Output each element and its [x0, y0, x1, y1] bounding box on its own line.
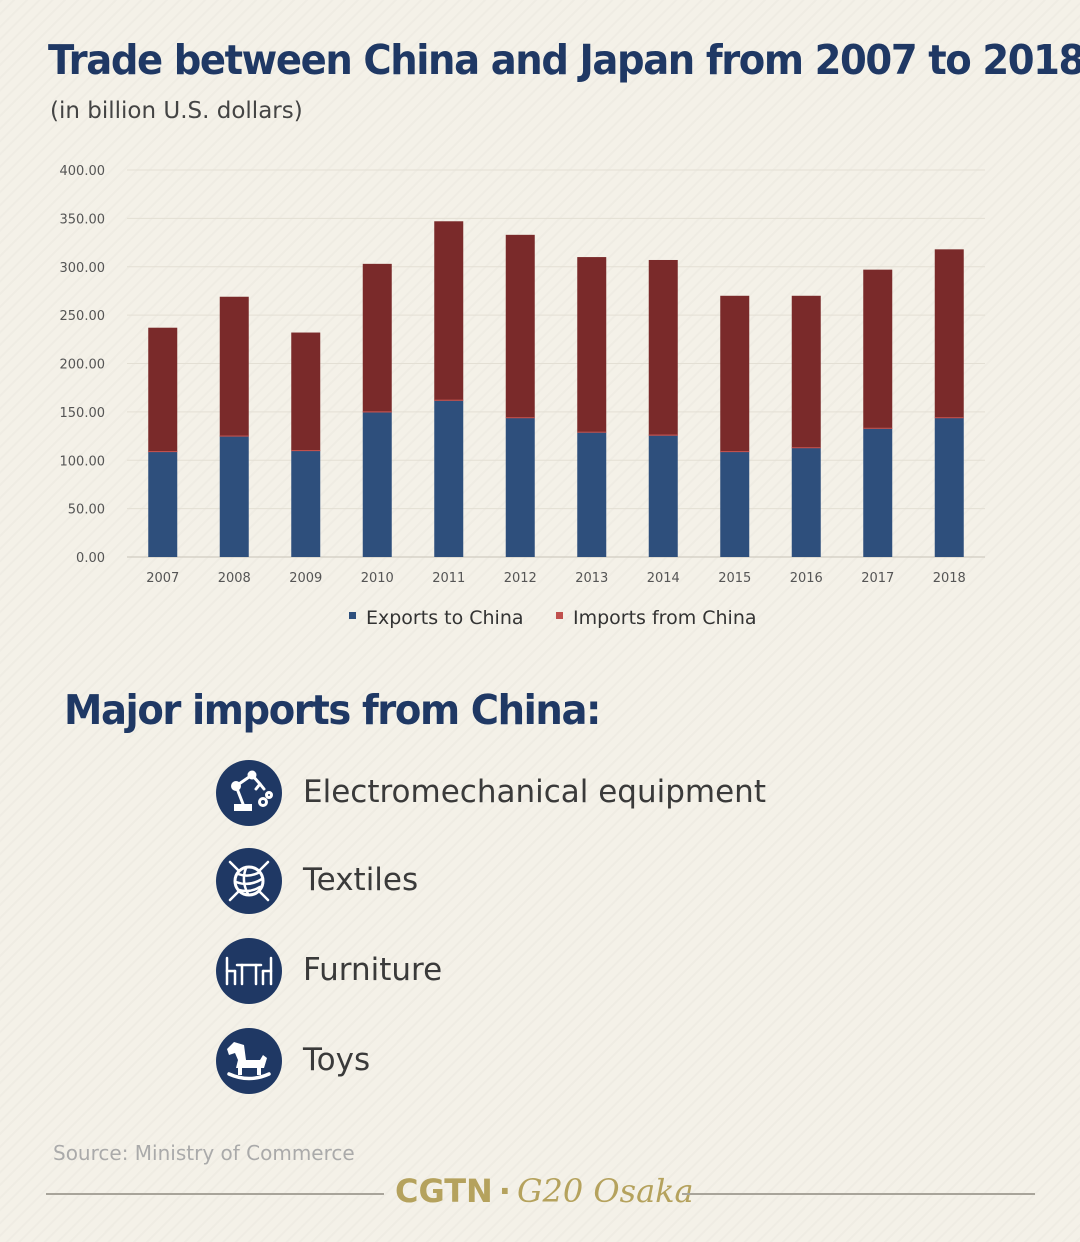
bar-imports-from-china	[148, 327, 178, 452]
bar-exports-to-china	[648, 435, 678, 557]
import-label-textiles: Textiles	[303, 862, 419, 898]
bar-imports-from-china	[648, 259, 678, 436]
bar-imports-from-china	[720, 295, 750, 452]
bar-exports-to-china	[934, 417, 964, 557]
x-tick-label: 2011	[432, 571, 465, 586]
bar-exports-to-china	[219, 436, 249, 557]
bar-exports-to-china	[720, 451, 750, 557]
y-tick-label: 200.00	[60, 358, 106, 373]
y-tick-label: 400.00	[60, 164, 106, 179]
x-tick-label: 2008	[218, 571, 251, 586]
x-tick-label: 2007	[146, 571, 179, 586]
bar-imports-from-china	[219, 296, 249, 437]
robot-arm-icon	[216, 760, 282, 826]
x-tick-label: 2015	[718, 571, 751, 586]
y-tick-label: 250.00	[60, 309, 106, 324]
gridlines	[127, 169, 985, 558]
bar-exports-to-china	[577, 432, 607, 557]
import-item-furniture: Furniture	[216, 938, 916, 1004]
bar-exports-to-china	[791, 447, 821, 557]
bars	[148, 221, 964, 557]
bar-imports-from-china	[291, 332, 321, 451]
y-axis-ticks: 0.00 50.00 100.00 150.00 200.00 250.00 300.00 3…	[60, 164, 106, 566]
legend: Exports to China Imports from China	[349, 607, 757, 629]
major-imports-title: Major imports from China:	[64, 686, 601, 734]
rocking-horse-icon	[216, 1028, 282, 1094]
legend-label: Imports from China	[573, 607, 757, 629]
y-tick-label: 0.00	[76, 551, 105, 566]
import-label-furniture: Furniture	[303, 952, 443, 988]
import-label-toys: Toys	[303, 1042, 371, 1078]
bar-imports-from-china	[791, 295, 821, 448]
yarn-ball-icon	[216, 848, 282, 914]
footer-divider-left	[46, 1193, 384, 1195]
brand-separator: ·	[498, 1172, 511, 1210]
import-item-electromechanical: Electromechanical equipment	[216, 760, 916, 826]
x-tick-label: 2016	[790, 571, 823, 586]
bar-imports-from-china	[577, 257, 607, 433]
bar-exports-to-china	[505, 417, 535, 557]
y-tick-label: 50.00	[68, 503, 105, 518]
brand-logo: CGTN · G20 Osaka	[395, 1172, 694, 1210]
y-tick-label: 300.00	[60, 261, 106, 276]
x-tick-label: 2010	[361, 571, 394, 586]
import-item-textiles: Textiles	[216, 848, 916, 914]
x-tick-label: 2009	[289, 571, 322, 586]
legend-label: Exports to China	[366, 607, 524, 629]
chart-subtitle: (in billion U.S. dollars)	[50, 98, 303, 124]
brand-cgtn: CGTN	[395, 1172, 493, 1210]
bar-exports-to-china	[291, 450, 321, 557]
import-item-toys: Toys	[216, 1028, 916, 1094]
footer-divider-right	[682, 1193, 1035, 1195]
bar-exports-to-china	[863, 428, 893, 557]
bar-exports-to-china	[434, 400, 464, 557]
chart-title: Trade between China and Japan from 2007 …	[48, 36, 1080, 84]
x-tick-label: 2018	[933, 571, 966, 586]
bar-imports-from-china	[434, 221, 464, 401]
x-tick-label: 2014	[647, 571, 680, 586]
source-note: Source: Ministry of Commerce	[53, 1141, 355, 1165]
bar-imports-from-china	[934, 249, 964, 418]
x-tick-label: 2012	[504, 571, 537, 586]
brand-event: G20 Osaka	[516, 1172, 694, 1210]
bar-imports-from-china	[362, 263, 392, 412]
y-tick-label: 100.00	[60, 454, 106, 469]
x-axis-ticks: 2007 2008 2009 2010 2011 2012 2013 2014 2015 2016…	[146, 571, 966, 586]
bar-exports-to-china	[362, 411, 392, 557]
bar-imports-from-china	[863, 269, 893, 429]
y-tick-label: 150.00	[60, 406, 106, 421]
y-tick-label: 350.00	[60, 212, 106, 227]
legend-marker	[556, 612, 563, 619]
table-chairs-icon	[216, 938, 282, 1004]
x-tick-label: 2013	[575, 571, 608, 586]
x-tick-label: 2017	[861, 571, 894, 586]
bar-exports-to-china	[148, 451, 178, 557]
legend-marker	[349, 612, 356, 619]
stacked-bar-chart: 0.00 50.00 100.00 150.00 200.00 250.00 300.00 3…	[60, 164, 985, 629]
bar-imports-from-china	[505, 234, 535, 418]
import-label-electromechanical: Electromechanical equipment	[303, 774, 766, 810]
